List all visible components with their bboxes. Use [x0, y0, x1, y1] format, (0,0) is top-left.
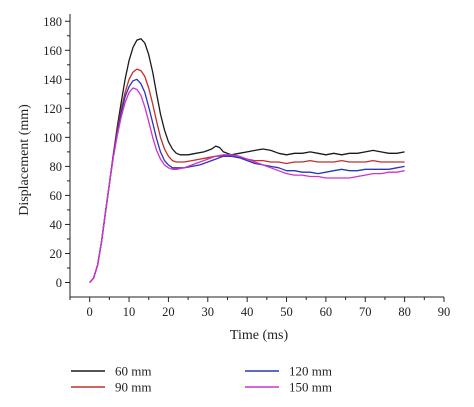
legend-label-3: 120 mm: [289, 364, 332, 379]
series-line-2: [89, 68, 405, 283]
legend-label-1: 60 mm: [115, 364, 151, 379]
x-tick-label: 70: [359, 305, 372, 319]
x-tick-label: 80: [398, 305, 411, 319]
x-tick-label: 40: [241, 305, 254, 319]
x-tick-label: 10: [123, 305, 136, 319]
y-tick-label: 100: [43, 131, 62, 145]
y-tick-label: 180: [43, 15, 62, 29]
x-tick-label: 60: [320, 305, 333, 319]
x-tick-label: 0: [87, 305, 93, 319]
series-line-3: [89, 78, 405, 283]
y-axis-ticks: 0 20 40 60 80 100 120 140 160 180: [43, 15, 70, 290]
y-tick-label: 40: [50, 218, 63, 232]
y-tick-label: 80: [50, 160, 63, 174]
y-tick-label: 20: [50, 247, 63, 261]
series-line-4: [89, 87, 405, 283]
y-tick-label: 120: [43, 102, 62, 116]
y-tick-label: 60: [50, 189, 63, 203]
series-line-1: [89, 38, 405, 283]
legend-label-4: 150 mm: [289, 380, 332, 395]
y-tick-label: 0: [56, 276, 62, 290]
legend-label-2: 90 mm: [115, 380, 151, 395]
x-tick-label: 30: [202, 305, 215, 319]
x-tick-label: 90: [438, 305, 451, 319]
x-tick-label: 50: [280, 305, 293, 319]
y-tick-label: 160: [43, 44, 62, 58]
x-tick-label: 20: [162, 305, 175, 319]
y-axis-label: Displacement (mm): [17, 104, 32, 216]
plot-area: [69, 14, 444, 298]
x-axis-ticks: 0 10 20 30 40 50 60 70 80 90: [69, 297, 451, 319]
x-axis-label: Time (ms): [230, 328, 289, 343]
y-tick-label: 140: [43, 73, 62, 87]
series-lines: [89, 38, 405, 283]
